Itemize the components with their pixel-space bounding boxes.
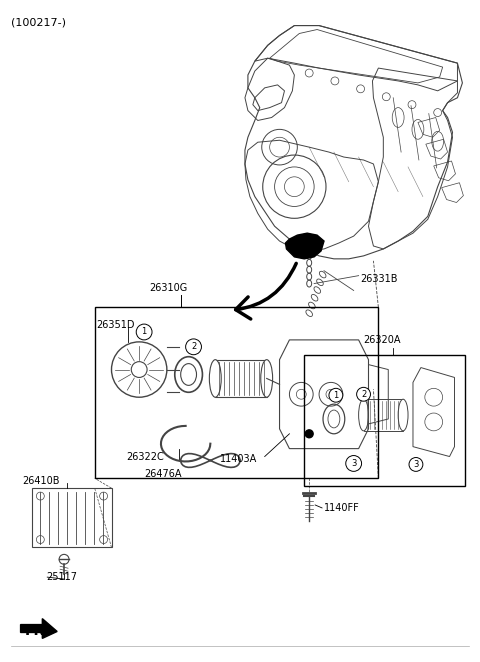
Ellipse shape [209,359,221,397]
Text: 26476A: 26476A [144,469,181,479]
Text: 2: 2 [191,342,196,352]
Text: 26331B: 26331B [360,273,398,283]
Circle shape [136,324,152,340]
Circle shape [357,387,371,401]
Text: 3: 3 [351,459,356,468]
Ellipse shape [261,359,273,397]
Circle shape [409,457,423,471]
Circle shape [346,455,361,471]
Text: 11403A: 11403A [220,453,257,463]
Text: 1: 1 [333,391,338,400]
Text: FR.: FR. [24,624,50,638]
Bar [304,355,466,486]
Circle shape [186,339,202,355]
Text: 26410B: 26410B [23,476,60,487]
FancyArrowPatch shape [236,263,296,319]
Text: 1140FF: 1140FF [324,503,360,513]
Text: 1: 1 [142,328,147,336]
Polygon shape [286,233,324,259]
Text: 26320A: 26320A [363,335,401,345]
Bar [216,359,267,397]
Ellipse shape [359,399,369,431]
Text: 26310G: 26310G [149,283,187,293]
Ellipse shape [398,399,408,431]
Polygon shape [21,618,57,638]
Text: 25117: 25117 [46,572,77,582]
Bar [363,399,403,431]
Bar [95,307,378,478]
Circle shape [329,389,343,402]
Text: 26351D: 26351D [96,320,135,330]
Bar [33,488,111,547]
Text: 3: 3 [413,460,419,469]
Circle shape [305,430,313,438]
Text: 2: 2 [361,390,366,399]
Text: 26322C: 26322C [126,451,164,461]
Text: (100217-): (100217-) [11,18,66,28]
